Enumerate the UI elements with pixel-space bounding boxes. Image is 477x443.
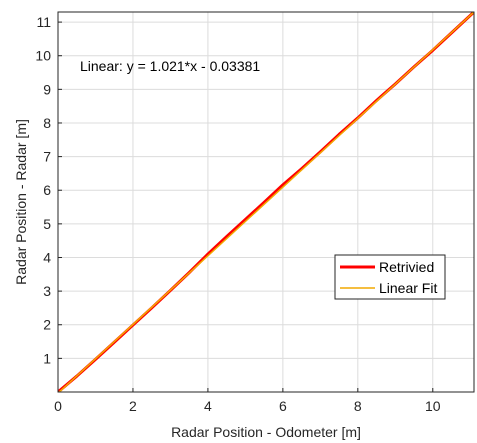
y-tick-label: 5	[43, 216, 51, 232]
y-tick-label: 3	[43, 283, 51, 299]
fit-annotation: Linear: y = 1.021*x - 0.03381	[80, 58, 260, 74]
legend-box	[334, 254, 446, 300]
x-tick-label: 4	[204, 398, 212, 414]
x-tick-label: 10	[425, 398, 441, 414]
y-tick-label: 4	[43, 249, 51, 265]
plot-frame	[57, 11, 475, 393]
x-tick-label: 0	[54, 398, 62, 414]
x-tick-label: 2	[129, 398, 137, 414]
y-tick-label: 10	[35, 48, 51, 64]
y-tick-label: 6	[43, 182, 51, 198]
y-tick-label: 7	[43, 149, 51, 165]
y-axis-label: Radar Position - Radar [m]	[13, 119, 29, 285]
x-tick-label: 8	[354, 398, 362, 414]
x-axis-label: Radar Position - Odometer [m]	[171, 424, 361, 440]
y-tick-label: 9	[43, 81, 51, 97]
x-tick-label: 6	[279, 398, 287, 414]
legend-label-linear-fit: Linear Fit	[379, 280, 437, 296]
series-group	[58, 12, 474, 392]
y-tick-label: 8	[43, 115, 51, 131]
series-line-linear-fit	[58, 12, 474, 392]
y-tick-label: 11	[36, 14, 51, 30]
y-tick-label: 2	[43, 317, 51, 333]
series-layer	[58, 12, 474, 392]
y-tick-label: 1	[43, 350, 51, 366]
legend: Retrivied Linear Fit	[334, 254, 446, 300]
legend-label-retrivied: Retrivied	[379, 259, 434, 275]
